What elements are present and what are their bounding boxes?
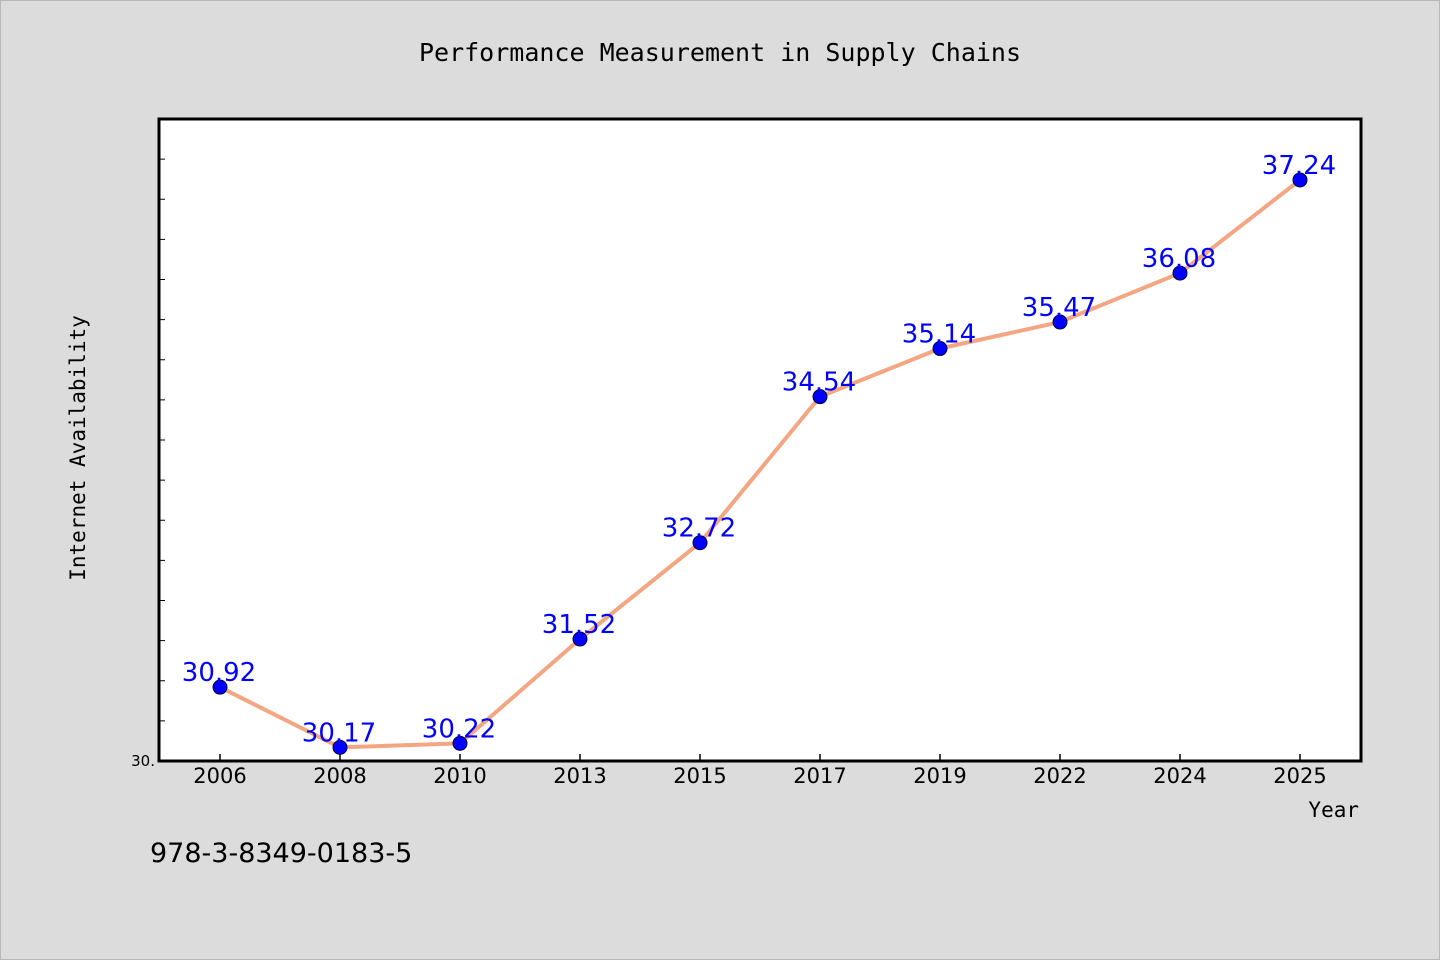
data-point bbox=[332, 739, 348, 755]
data-label: 34.54 bbox=[782, 368, 856, 398]
data-point bbox=[932, 341, 948, 357]
x-tick-label: 2008 bbox=[313, 764, 366, 788]
data-markers bbox=[212, 172, 1308, 755]
data-point bbox=[812, 389, 828, 405]
chart-title: Performance Measurement in Supply Chains bbox=[419, 38, 1021, 67]
data-labels: 30.92 30.17 30.22 31.52 32.72 34.54 35.14 35.47… bbox=[182, 151, 1336, 748]
data-label: 36.08 bbox=[1142, 244, 1216, 274]
data-point bbox=[1172, 265, 1188, 281]
data-label: 35.47 bbox=[1022, 293, 1096, 323]
y-axis-label: Internet Availability bbox=[66, 315, 90, 581]
data-label: 31.52 bbox=[542, 610, 616, 640]
data-label: 32.72 bbox=[662, 514, 736, 544]
data-label: 30.22 bbox=[422, 714, 496, 744]
x-tick-label: 2010 bbox=[433, 764, 486, 788]
data-point bbox=[1052, 314, 1068, 330]
x-tick-label: 2025 bbox=[1273, 764, 1326, 788]
data-point bbox=[1292, 172, 1308, 188]
x-tick-labels: 2006 2008 2010 2013 2015 2017 2019 2022 2024 2025 bbox=[193, 764, 1326, 788]
x-axis-label: Year bbox=[1308, 798, 1359, 822]
x-tick-label: 2013 bbox=[553, 764, 606, 788]
y-tick-label: 30. bbox=[131, 752, 155, 770]
footer-code: 978-3-8349-0183-5 bbox=[150, 838, 412, 869]
data-label: 30.92 bbox=[182, 658, 256, 688]
x-tick-label: 2024 bbox=[1153, 764, 1206, 788]
x-tick-label: 2006 bbox=[193, 764, 246, 788]
x-tick-label: 2017 bbox=[793, 764, 846, 788]
series-line bbox=[218, 177, 1302, 750]
data-point bbox=[212, 679, 228, 695]
x-tick-label: 2019 bbox=[913, 764, 966, 788]
plot-area bbox=[157, 117, 1363, 763]
data-label: 37.24 bbox=[1262, 151, 1336, 181]
x-tick-label: 2022 bbox=[1033, 764, 1086, 788]
x-axis-ticks bbox=[219, 754, 1301, 761]
data-point bbox=[452, 735, 468, 751]
data-point bbox=[692, 535, 708, 551]
data-point bbox=[572, 631, 588, 647]
y-axis-ticks bbox=[159, 158, 165, 722]
x-tick-label: 2015 bbox=[673, 764, 726, 788]
data-label: 30.17 bbox=[302, 718, 376, 748]
data-label: 35.14 bbox=[902, 320, 976, 350]
